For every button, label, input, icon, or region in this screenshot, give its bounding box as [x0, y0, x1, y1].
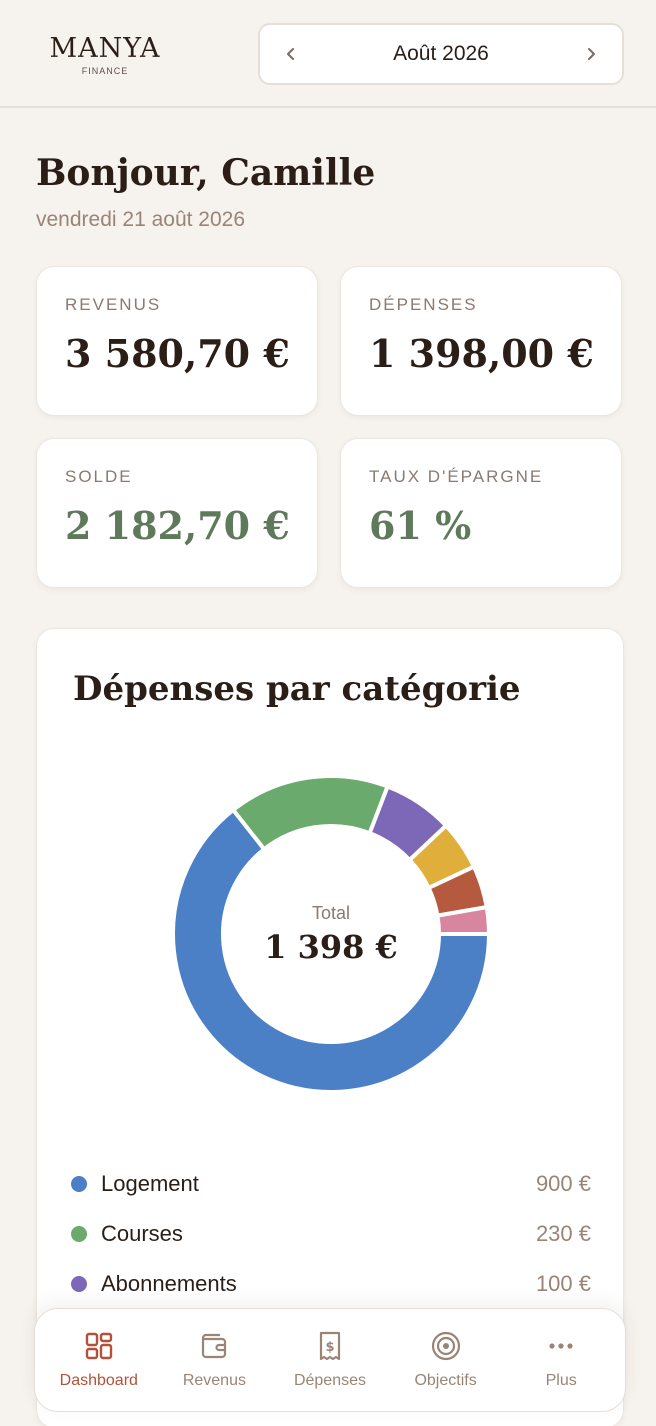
- nav-label: Revenus: [182, 1372, 246, 1389]
- legend-name: Logement: [101, 1171, 199, 1196]
- legend-value: 230 €: [535, 1221, 591, 1246]
- bottom-nav: Dashboard Revenus $ Dépenses Objectifs P…: [34, 1308, 626, 1412]
- stat-value: 2 182,70 €: [65, 503, 290, 548]
- chevron-left-icon[interactable]: [280, 43, 302, 65]
- donut-svg: [171, 774, 492, 1094]
- donut-chart: Total 1 398 €: [170, 773, 492, 1095]
- donut-center: Total 1 398 €: [170, 773, 492, 1095]
- stat-card-depenses: DÉPENSES 1 398,00 €: [340, 266, 622, 416]
- nav-item-plus[interactable]: Plus: [505, 1330, 617, 1390]
- category-card: Dépenses par catégorie Total 1 398 € Log…: [36, 628, 624, 1426]
- target-icon: [431, 1331, 460, 1361]
- stat-card-taux-epargne: TAUX D'ÉPARGNE 61 %: [340, 438, 622, 588]
- legend-value: 100 €: [535, 1271, 591, 1296]
- chevron-right-icon[interactable]: [580, 43, 602, 65]
- more-icon: [549, 1343, 573, 1349]
- nav-label: Dépenses: [293, 1372, 366, 1389]
- greeting-title: Bonjour, Camille: [36, 152, 376, 194]
- legend-dot: [71, 1226, 87, 1242]
- nav-item-revenus[interactable]: Revenus: [158, 1330, 270, 1390]
- legend-dot: [71, 1276, 87, 1292]
- nav-item-depenses[interactable]: $ Dépenses: [274, 1330, 386, 1390]
- stat-card-revenus: REVENUS 3 580,70 €: [36, 266, 318, 416]
- stat-value: 61 %: [369, 503, 472, 548]
- stat-label: SOLDE: [65, 467, 133, 486]
- legend-dot: [71, 1176, 87, 1192]
- total-label: Total: [311, 902, 351, 923]
- legend-item[interactable]: Abonnements 100 €: [71, 1259, 591, 1309]
- total-value: 1 398 €: [264, 927, 398, 966]
- legend-value: 900 €: [535, 1171, 591, 1196]
- nav-item-objectifs[interactable]: Objectifs: [390, 1330, 502, 1390]
- category-title: Dépenses par catégorie: [73, 669, 521, 709]
- wallet-icon: [202, 1333, 227, 1359]
- stat-label: DÉPENSES: [369, 295, 478, 314]
- dashboard-icon: [85, 1332, 112, 1360]
- current-date: vendredi 21 août 2026: [36, 208, 246, 231]
- nav-label: Dashboard: [59, 1372, 138, 1389]
- stat-label: TAUX D'ÉPARGNE: [369, 467, 544, 486]
- category-legend: Logement 900 € Courses 230 € Abonnements…: [71, 1159, 591, 1309]
- donut-slice-logement[interactable]: [171, 807, 492, 1094]
- legend-name: Abonnements: [101, 1271, 237, 1296]
- stat-value: 1 398,00 €: [369, 331, 594, 376]
- stat-value: 3 580,70 €: [65, 331, 290, 376]
- month-label: Août 2026: [393, 42, 489, 65]
- logo-sub: FINANCE: [81, 66, 129, 76]
- legend-item[interactable]: Courses 230 €: [71, 1209, 591, 1259]
- nav-item-dashboard[interactable]: Dashboard: [43, 1330, 155, 1390]
- donut-slice-sant-[interactable]: [435, 904, 492, 936]
- legend-item[interactable]: Logement 900 €: [71, 1159, 591, 1209]
- app-header: MANYA FINANCE Août 2026: [0, 0, 656, 108]
- nav-label: Objectifs: [414, 1372, 477, 1389]
- month-picker: Août 2026: [258, 23, 624, 85]
- stat-label: REVENUS: [65, 295, 162, 314]
- legend-name: Courses: [101, 1221, 183, 1246]
- nav-label: Plus: [545, 1372, 577, 1389]
- receipt-icon: $: [319, 1331, 341, 1361]
- logo: MANYA FINANCE: [42, 33, 168, 77]
- stat-card-solde: SOLDE 2 182,70 €: [36, 438, 318, 588]
- svg-text:$: $: [325, 1340, 334, 1355]
- logo-main: MANYA: [49, 33, 161, 64]
